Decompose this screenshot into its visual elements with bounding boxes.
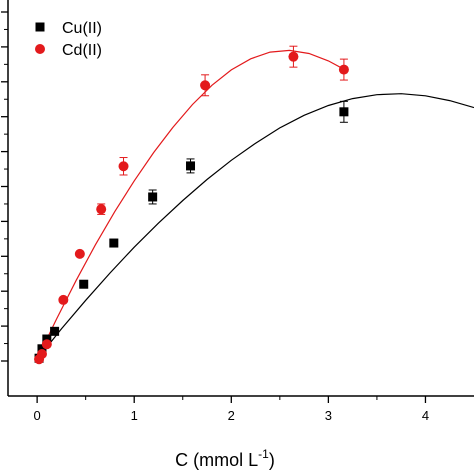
data-point-cuii	[109, 238, 119, 248]
data-point-cdii	[96, 204, 107, 215]
data-point-cdii	[118, 161, 129, 172]
data-point-cuii	[42, 334, 52, 344]
data-point-cdii	[74, 248, 85, 259]
x-tick-label: 1	[131, 408, 138, 423]
y-ticks	[1, 11, 8, 362]
data-point-cdii	[288, 51, 299, 62]
legend-marker-cuii	[35, 22, 45, 32]
x-tick-label: 4	[422, 408, 429, 423]
data-point-cdii	[200, 80, 211, 91]
legend-marker-cdii	[35, 44, 45, 54]
data-markers	[34, 51, 349, 365]
data-point-cdii	[58, 294, 69, 305]
data-point-cuii	[37, 344, 47, 354]
data-point-cuii	[339, 107, 349, 117]
x-ticks: 0 1 2 3 4	[34, 396, 429, 423]
fit-curve-cdii	[36, 49, 349, 360]
data-point-cuii	[186, 161, 196, 171]
legend: Cu(II) Cd(II)	[35, 20, 102, 59]
x-tick-label: 3	[325, 408, 332, 423]
x-tick-label: 2	[228, 408, 235, 423]
data-point-cuii	[148, 192, 158, 202]
legend-label-cdii: Cd(II)	[62, 42, 102, 59]
data-point-cdii	[41, 339, 52, 350]
fit-curves	[36, 49, 474, 360]
axes: 0 1 2 3 4	[1, 0, 474, 423]
data-point-cuii	[50, 326, 60, 336]
data-point-cdii	[36, 349, 47, 360]
data-point-cuii	[79, 279, 89, 289]
x-tick-label: 0	[34, 408, 41, 423]
x-axis-title: C (mmol L-1)	[175, 447, 275, 470]
legend-label-cuii: Cu(II)	[62, 20, 102, 37]
error-bars	[97, 45, 348, 215]
data-point-cdii	[338, 64, 349, 75]
fit-curve-cuii	[36, 93, 474, 360]
